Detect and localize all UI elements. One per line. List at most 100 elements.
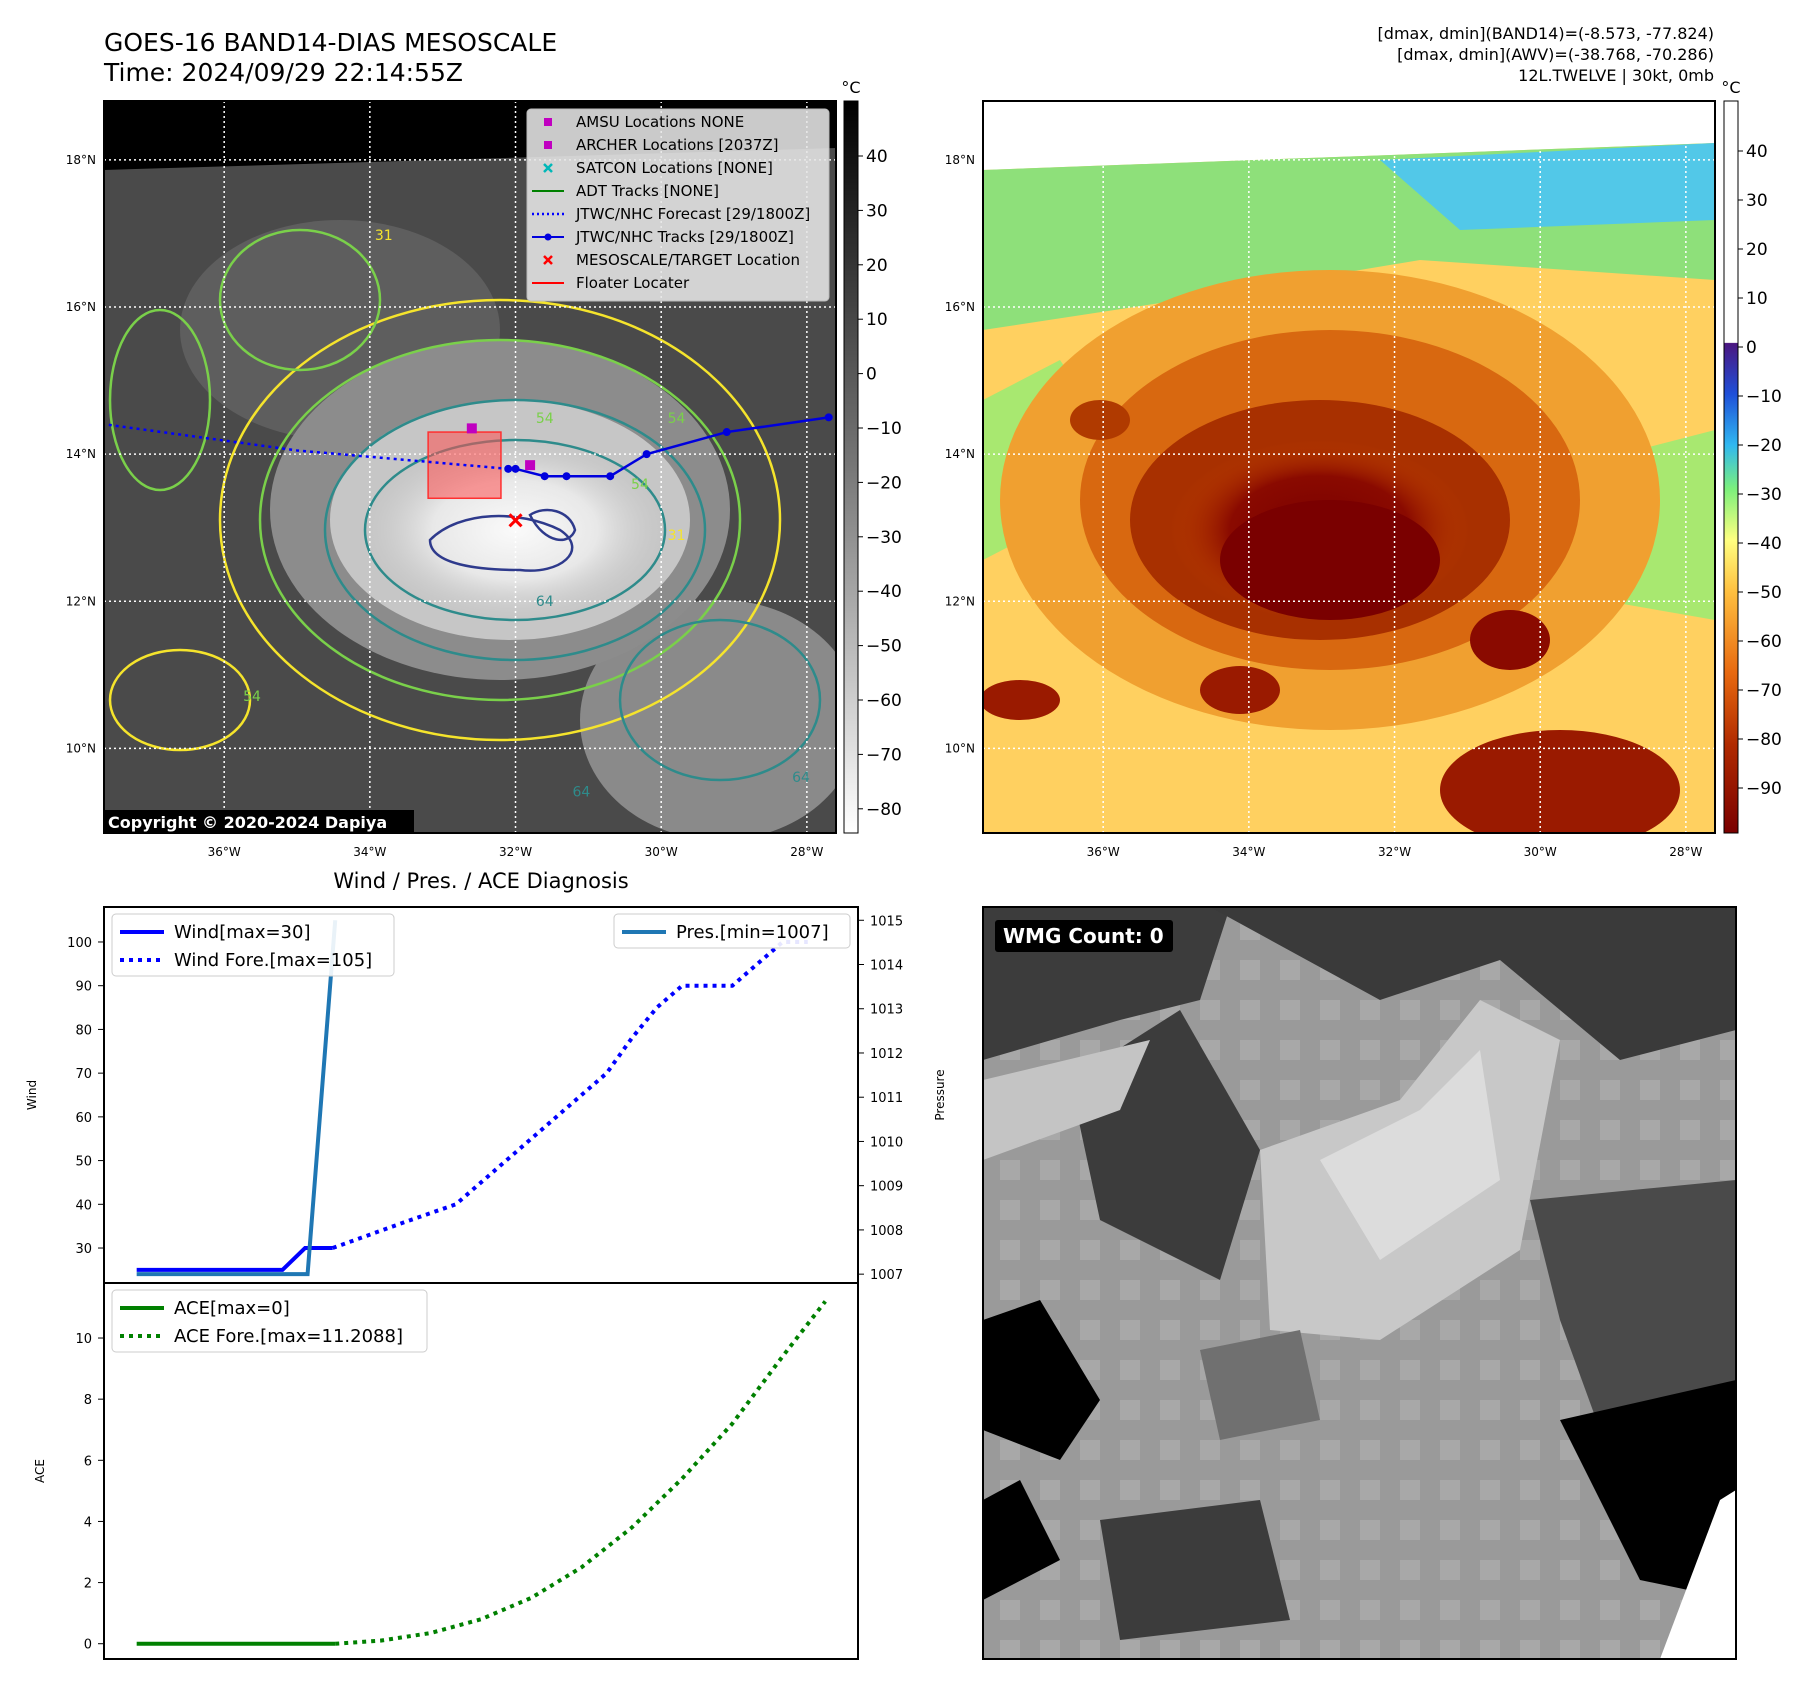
y-tick-label: 30	[75, 1242, 92, 1257]
lat-tick-label: 12°N	[945, 594, 975, 608]
contour-label: 54	[631, 477, 649, 493]
colorbar-tick-label: −70	[866, 745, 902, 765]
awv-cold-cell	[1440, 730, 1680, 833]
legend-label: JTWC/NHC Forecast [29/1800Z]	[575, 205, 810, 223]
legend-label: Floater Locater	[576, 274, 690, 292]
awv-map-frame	[982, 100, 1716, 834]
awv-dry-region	[1380, 143, 1715, 230]
y-tick-label: 100	[67, 936, 92, 951]
ir-contour-labels: 31 54 54 54 54 64 64 64 31	[243, 228, 810, 800]
y-tick-label: 40	[75, 1198, 92, 1213]
y-tick-label: 8	[84, 1393, 92, 1408]
series-line	[136, 920, 338, 1277]
track-point	[540, 472, 549, 481]
y-tick-label: 60	[75, 1111, 92, 1126]
colorbar-tick-label: 30	[1746, 191, 1768, 211]
y-tick-label: 80	[75, 1023, 92, 1038]
y-tick-label: 6	[84, 1454, 92, 1469]
ir-colorbar-gradient	[843, 100, 859, 834]
track-point	[504, 464, 513, 473]
colorbar-tick-label: 20	[1746, 240, 1768, 260]
track-point	[722, 428, 731, 437]
awv-cold-cell	[1470, 610, 1550, 670]
wmg-warm-band	[1320, 1050, 1500, 1260]
track-point	[562, 472, 571, 481]
archer-point	[466, 423, 477, 434]
ir-contour-54	[258, 338, 742, 702]
ir-cloud-band	[580, 600, 836, 833]
forecast-track-line	[107, 423, 509, 471]
map-axis-labels: 18°N 16°N 14°N 12°N 10°N 36°W 34°W 32°W 30°W 28°W…	[66, 153, 1703, 859]
colorbar-tick-label: −90	[1746, 779, 1782, 799]
lon-tick-label: 30°W	[645, 845, 678, 859]
wmg-cold-cell	[983, 1480, 1060, 1600]
pressure-axis-label: Pressure	[933, 1069, 947, 1120]
y-tick-label: 70	[75, 1067, 92, 1082]
contour-label: 64	[536, 594, 554, 610]
track-point	[824, 413, 833, 422]
lon-tick-label: 32°W	[1378, 845, 1411, 859]
colorbar-tick-label: −80	[866, 800, 902, 820]
y-tick-label: 0	[84, 1638, 92, 1653]
info-line-3: 12L.TWELVE | 30kt, 0mb	[1518, 66, 1714, 85]
wmg-panel	[983, 907, 1736, 1659]
series-line	[332, 939, 808, 1250]
track-point	[606, 472, 615, 481]
contour-label: 31	[375, 228, 393, 244]
y-right-tick-label: 1007	[870, 1268, 903, 1283]
figure-time: Time: 2024/09/29 22:14:55Z	[103, 58, 463, 87]
legend-label: ARCHER Locations [2037Z]	[576, 136, 779, 154]
awv-gridlines	[983, 101, 1715, 833]
ace-chart: 0 2 4 6 8 10 ACE[max=0] ACE Fore.[max=11.2088]	[75, 1282, 859, 1660]
colorbar-tick-label: −60	[866, 691, 902, 711]
legend-label: SATCON Locations [NONE]	[576, 159, 773, 177]
colorbar-tick-label: −10	[866, 419, 902, 439]
track-point	[511, 464, 520, 473]
ace-axis-label: ACE	[33, 1459, 47, 1483]
series-line	[335, 1300, 827, 1646]
chart-legend-box	[613, 913, 851, 949]
chart-legend-box	[111, 913, 395, 977]
lat-tick-label: 12°N	[66, 594, 96, 608]
chart-legend-label: ACE[max=0]	[174, 1298, 290, 1319]
wind-pressure-chart: 30 40 50 60 70 80 90 100 1007 1008 1009 1010 1011 101…	[67, 906, 903, 1284]
wmg-cold-cell	[1560, 1380, 1736, 1600]
lon-tick-label: 32°W	[499, 845, 532, 859]
colorbar-tick-label: 0	[866, 365, 877, 385]
figure-title: GOES-16 BAND14-DIAS MESOSCALE	[104, 28, 557, 57]
awv-cold-cell	[983, 680, 1060, 720]
colorbar-tick-label: −50	[1746, 583, 1782, 603]
lon-tick-label: 28°W	[790, 845, 823, 859]
contour-label: 64	[572, 784, 590, 800]
wmg-cell-block	[1530, 1180, 1736, 1430]
observed-track-line	[508, 416, 829, 478]
series-line	[136, 1246, 333, 1272]
legend-label: MESOSCALE/TARGET Location	[576, 251, 800, 269]
ir-contour-coldest	[528, 508, 577, 542]
chart-legend-label: Wind Fore.[max=105]	[174, 950, 372, 971]
copyright-box	[104, 810, 414, 833]
chart-legend-label: Pres.[min=1007]	[676, 922, 829, 943]
colorbar-tick-label: 30	[866, 201, 888, 221]
y-right-tick-label: 1011	[870, 1091, 903, 1106]
awv-nodata-region	[983, 101, 1715, 170]
awv-colorbar-unit: °C	[1721, 78, 1740, 97]
legend-marker	[544, 118, 552, 126]
lon-tick-label: 34°W	[353, 845, 386, 859]
ir-contour-64	[618, 618, 822, 782]
legend-label: ADT Tracks [NONE]	[576, 182, 719, 200]
colorbar-tick-label: −60	[1746, 632, 1782, 652]
colorbar-tick-label: 0	[1746, 338, 1757, 358]
lat-tick-label: 10°N	[945, 741, 975, 755]
wmg-frame	[982, 906, 1737, 1660]
colorbar-tick-label: −40	[1746, 534, 1782, 554]
awv-colorbar-gradient	[1723, 100, 1739, 834]
wmg-cold-cell	[983, 1300, 1100, 1460]
awv-colorbar: °C 40 30 20 10 0 −10 −20 −30 −40 −50 −60 −70 −80 −90	[1721, 78, 1782, 834]
colorbar-tick-label: 10	[866, 310, 888, 330]
ir-contour-31	[218, 298, 782, 742]
colorbar-tick-label: −70	[1746, 681, 1782, 701]
ir-contour-54	[218, 228, 382, 372]
y-right-tick-label: 1015	[870, 914, 903, 929]
wind-axis-label: Wind	[25, 1080, 39, 1110]
